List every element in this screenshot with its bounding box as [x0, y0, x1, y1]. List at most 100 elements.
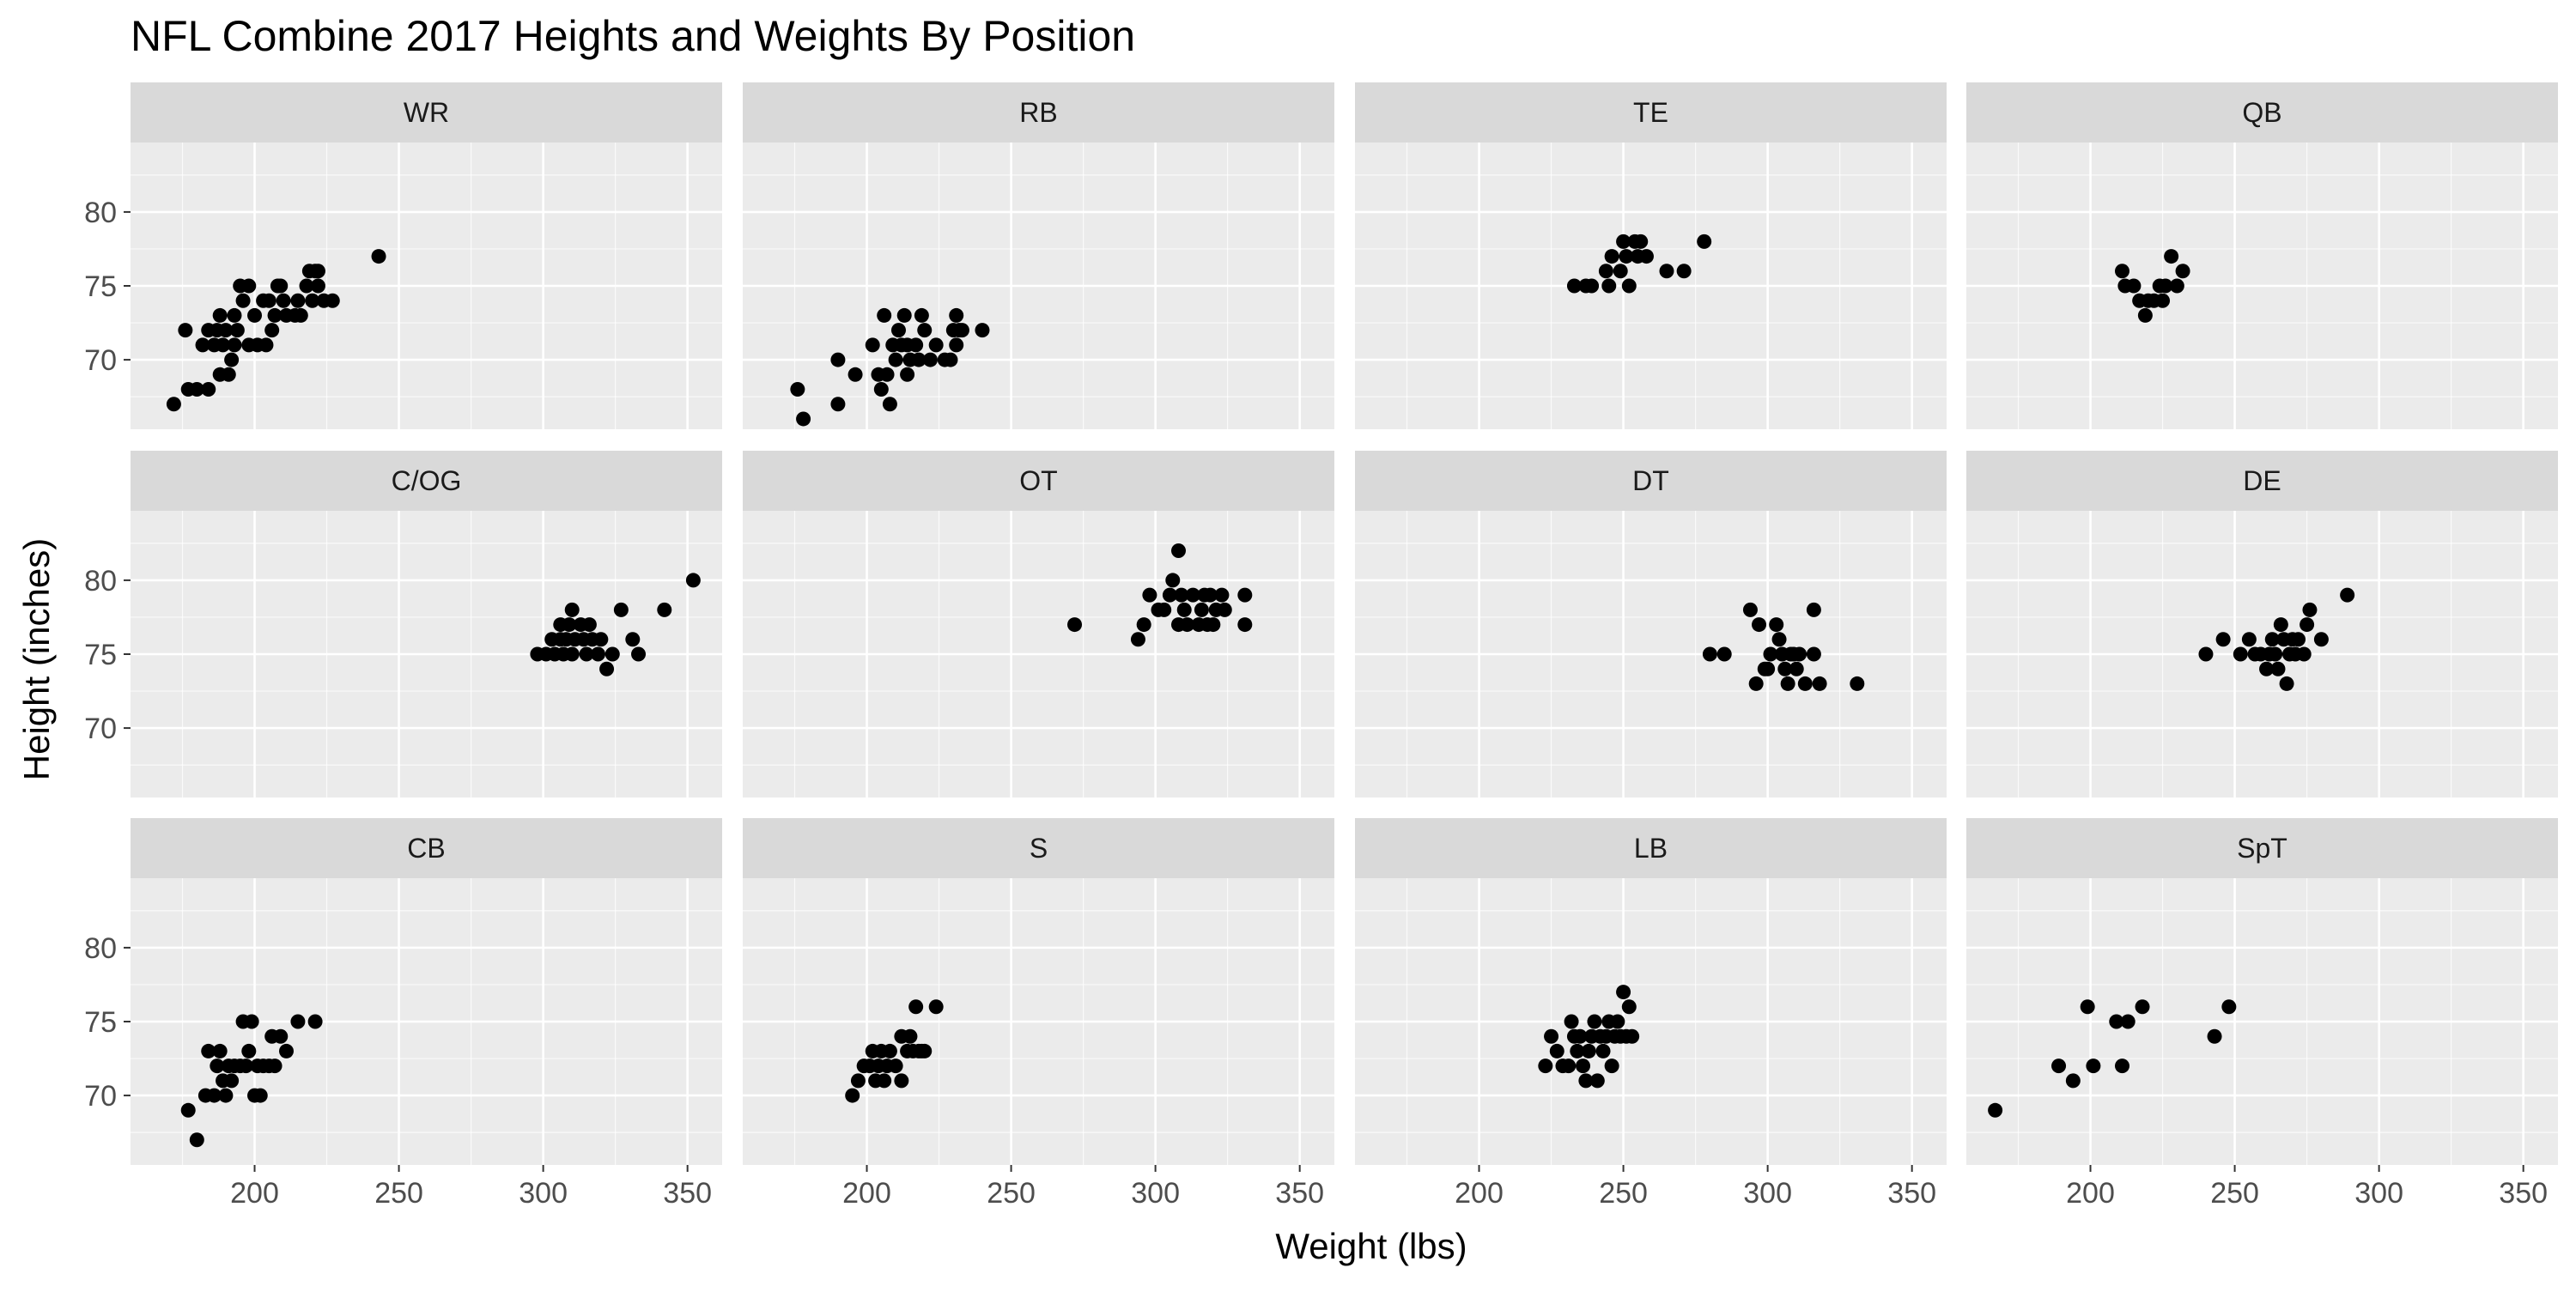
data-point-de: [2241, 632, 2257, 647]
data-point-c-og: [590, 646, 605, 662]
data-point-dt: [1806, 646, 1821, 662]
data-point-rb: [949, 307, 964, 323]
data-point-c-og: [581, 617, 597, 633]
facet-de: DE: [1966, 451, 2558, 798]
data-point-cb: [201, 1043, 216, 1058]
x-tick-label: 350: [1887, 1177, 1936, 1210]
data-point-rb: [882, 397, 897, 412]
data-point-c-og: [613, 602, 629, 617]
data-point-wr: [189, 382, 204, 397]
data-point-cb: [206, 1088, 222, 1103]
data-point-wr: [178, 323, 193, 338]
strip-te: [1355, 82, 1947, 143]
data-point-wr: [235, 293, 251, 308]
data-point-cb: [241, 1043, 257, 1058]
data-point-spt: [2065, 1073, 2081, 1089]
data-point-dt: [1789, 661, 1804, 676]
data-point-cb: [218, 1088, 234, 1103]
x-tick-label: 200: [1455, 1177, 1504, 1210]
data-point-c-og: [593, 632, 609, 647]
data-point-qb: [2137, 307, 2153, 323]
data-point-lb: [1587, 1014, 1602, 1029]
data-point-rb: [914, 307, 929, 323]
data-point-dt: [1742, 602, 1758, 617]
data-point-spt: [2207, 1028, 2222, 1044]
data-point-de: [2264, 632, 2280, 647]
data-point-wr: [310, 278, 325, 294]
data-point-ot: [1067, 617, 1083, 633]
data-point-s: [850, 1073, 866, 1089]
data-point-rb: [975, 323, 990, 338]
data-point-wr: [371, 249, 386, 264]
data-point-wr: [290, 293, 306, 308]
data-point-cb: [180, 1102, 196, 1118]
x-tick-label: 250: [374, 1177, 423, 1210]
data-point-cb: [244, 1014, 259, 1029]
data-point-cb: [238, 1058, 253, 1074]
x-tick-label: 300: [1743, 1177, 1792, 1210]
data-point-wr: [224, 352, 240, 367]
data-point-de: [2291, 632, 2306, 647]
strip-label-cb: CB: [407, 833, 445, 864]
data-point-de: [2300, 617, 2315, 633]
data-point-dt: [1752, 617, 1767, 633]
data-point-cb: [252, 1088, 268, 1103]
facet-cb: CB 70 75 80 200 250 300 350: [84, 818, 722, 1210]
data-point-rb: [896, 307, 912, 323]
strip-lb: [1355, 818, 1947, 878]
data-point-dt: [1769, 617, 1784, 633]
data-point-rb: [922, 352, 938, 367]
data-point-te: [1633, 234, 1649, 249]
data-point-rb: [830, 397, 846, 412]
data-point-lb: [1621, 999, 1637, 1015]
data-point-de: [2302, 602, 2318, 617]
y-tick-label: 75: [84, 639, 117, 671]
data-point-de: [2259, 661, 2275, 676]
strip-ot: [743, 451, 1334, 511]
data-point-c-og: [564, 646, 580, 662]
data-point-te: [1598, 264, 1613, 279]
x-tick-label: 200: [842, 1177, 891, 1210]
data-point-rb: [877, 307, 892, 323]
data-point-de: [2296, 646, 2312, 662]
x-tick-label: 250: [987, 1177, 1036, 1210]
data-point-lb: [1581, 1043, 1596, 1058]
data-point-qb: [2114, 264, 2129, 279]
data-point-wr: [241, 278, 257, 294]
data-point-te: [1604, 249, 1619, 264]
data-point-de: [2268, 646, 2283, 662]
data-point-lb: [1549, 1043, 1564, 1058]
data-point-lb: [1564, 1014, 1579, 1029]
data-point-wr: [305, 293, 320, 308]
data-point-te: [1566, 278, 1582, 294]
data-point-rb: [900, 367, 915, 382]
data-point-wr: [293, 307, 308, 323]
data-point-lb: [1578, 1073, 1594, 1089]
data-point-wr: [166, 397, 181, 412]
data-point-cb: [212, 1043, 228, 1058]
data-point-dt: [1716, 646, 1732, 662]
data-point-ot: [1217, 602, 1232, 617]
data-point-dt: [1806, 602, 1821, 617]
data-point-dt: [1760, 661, 1776, 676]
data-point-c-og: [562, 617, 577, 633]
data-point-spt: [2135, 999, 2150, 1015]
facet-panels: WR 70 75 80 RB TE QB C/OG 70 75 80 OT DT DE CB 70 75 80 20…: [84, 82, 2558, 1210]
strip-qb: [1966, 82, 2558, 143]
x-tick-label: 250: [2210, 1177, 2259, 1210]
chart-title: NFL Combine 2017 Heights and Weights By …: [131, 12, 1135, 60]
facet-qb: QB: [1966, 82, 2558, 429]
y-tick-label: 80: [84, 197, 117, 229]
data-point-wr: [247, 307, 263, 323]
data-point-cb: [307, 1014, 323, 1029]
strip-label-ot: OT: [1019, 465, 1057, 496]
data-point-de: [2215, 632, 2231, 647]
data-point-rb: [954, 323, 969, 338]
x-tick-label: 200: [2066, 1177, 2115, 1210]
data-point-ot: [1165, 573, 1181, 588]
data-point-c-og: [579, 646, 594, 662]
data-point-s: [902, 1028, 918, 1044]
data-point-qb: [2164, 249, 2179, 264]
facet-ot: OT: [743, 451, 1334, 798]
